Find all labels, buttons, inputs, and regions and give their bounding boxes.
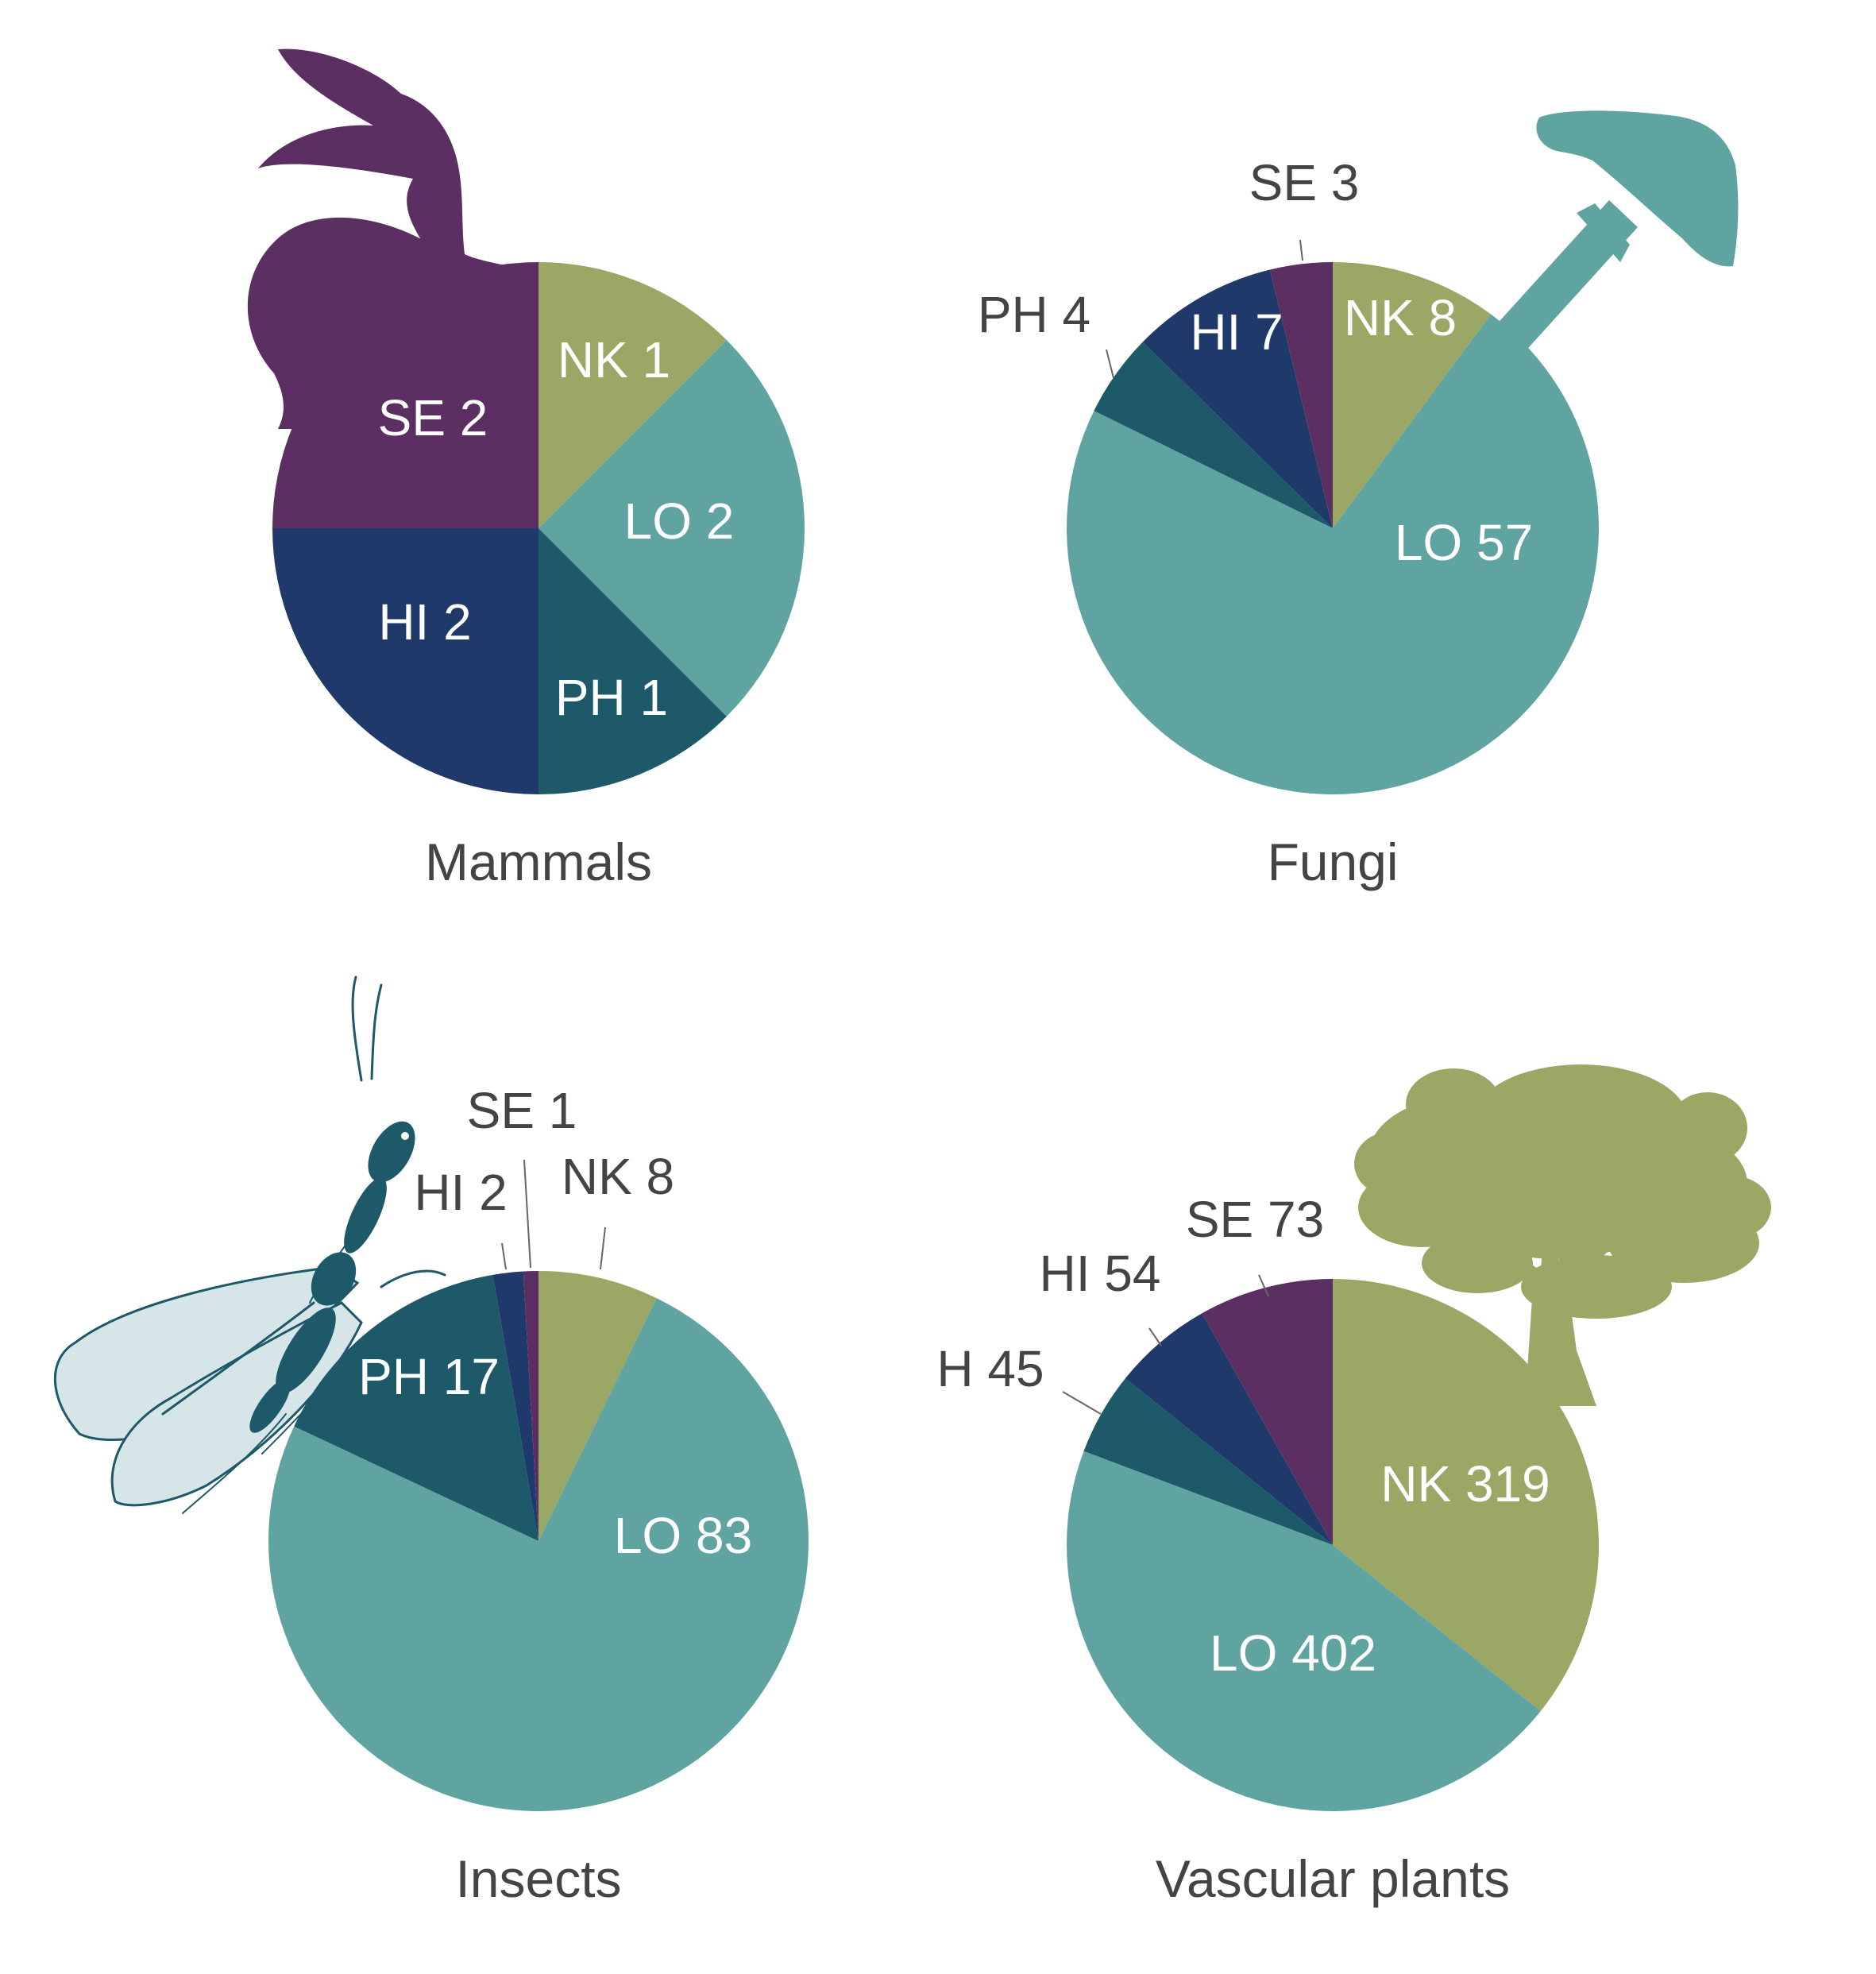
slice-label-se: SE 73	[1186, 1191, 1324, 1248]
leader-line-ph	[1106, 349, 1114, 379]
pie-slice-ph	[1094, 342, 1333, 528]
slice-label-se: SE 3	[1249, 154, 1360, 211]
slice-label-lo: LO 83	[614, 1507, 752, 1564]
pie-slice-lo	[1067, 1451, 1541, 1811]
chart-title-vascular-plants: Vascular plants	[1156, 1849, 1510, 1908]
pie-slice-se	[523, 1271, 538, 1541]
pie-slice-nk	[538, 1271, 657, 1541]
pie-slice-nk	[1333, 262, 1492, 528]
chart-title-mammals: Mammals	[425, 832, 652, 891]
pie-slice-nk	[538, 262, 727, 528]
slice-label-hi: HI 2	[378, 593, 471, 651]
leader-line-se	[1299, 239, 1303, 261]
pie-slice-lo	[268, 1298, 809, 1812]
pie-slice-se	[1202, 1279, 1333, 1545]
pie-slice-se	[1269, 262, 1333, 528]
slice-label-nk: NK 1	[558, 331, 670, 388]
slice-label-hi: HI 2	[414, 1164, 507, 1221]
insects-pie: NK 8 LO 83 PH 17 HI 2 SE 1	[268, 1082, 809, 1812]
slice-label-se: SE 2	[378, 389, 488, 446]
slice-label-ph: H 45	[936, 1340, 1044, 1397]
slice-label-hi: HI 7	[1190, 303, 1283, 361]
slice-label-nk: NK 319	[1380, 1455, 1550, 1512]
leader-line-nk	[600, 1227, 606, 1270]
tree-silhouette-icon	[1354, 1064, 1771, 1406]
slice-label-lo: LO 2	[624, 493, 735, 550]
mammals-pie: NK 1 LO 2 PH 1 HI 2 SE 2	[272, 262, 805, 794]
leader-line-se	[1258, 1274, 1269, 1297]
pie-slice-hi	[492, 1271, 538, 1541]
slice-label-hi: HI 54	[1040, 1245, 1161, 1302]
pie-slice-se	[272, 262, 538, 528]
chart-title-insects: Insects	[455, 1849, 621, 1908]
leader-line-se	[523, 1159, 531, 1269]
pie-slice-ph	[294, 1274, 538, 1541]
pie-slice-ph	[538, 528, 727, 794]
vascular-plants-pie: NK 319 LO 402 H 45 HI 54 SE 73	[936, 1191, 1600, 1811]
slice-label-ph: PH 4	[978, 286, 1090, 343]
leader-line-ph	[1062, 1391, 1102, 1415]
winged-insect-icon	[53, 975, 446, 1514]
pie-slice-hi	[1142, 269, 1333, 528]
slice-label-ph: PH 17	[358, 1348, 500, 1405]
leader-line-hi	[501, 1242, 507, 1270]
fungi-pie: NK 8 LO 57 PH 4 HI 7 SE 3	[978, 154, 1599, 794]
slice-label-se: SE 1	[467, 1082, 577, 1139]
pie-slice-hi	[272, 528, 538, 794]
pie-slice-lo	[538, 340, 805, 717]
slice-label-lo: LO 57	[1395, 514, 1533, 571]
pie-slice-nk	[1333, 1279, 1600, 1711]
pie-slice-ph	[1083, 1378, 1333, 1545]
chart-title-fungi: Fungi	[1267, 832, 1398, 891]
pie-slice-lo	[1066, 314, 1599, 794]
pie-slice-hi	[1125, 1313, 1333, 1545]
slice-label-nk: NK 8	[562, 1148, 674, 1205]
slice-label-ph: PH 1	[555, 669, 668, 726]
leader-line-hi	[1148, 1327, 1162, 1346]
slice-label-nk: NK 8	[1344, 289, 1457, 346]
slice-label-lo: LO 402	[1210, 1624, 1376, 1682]
